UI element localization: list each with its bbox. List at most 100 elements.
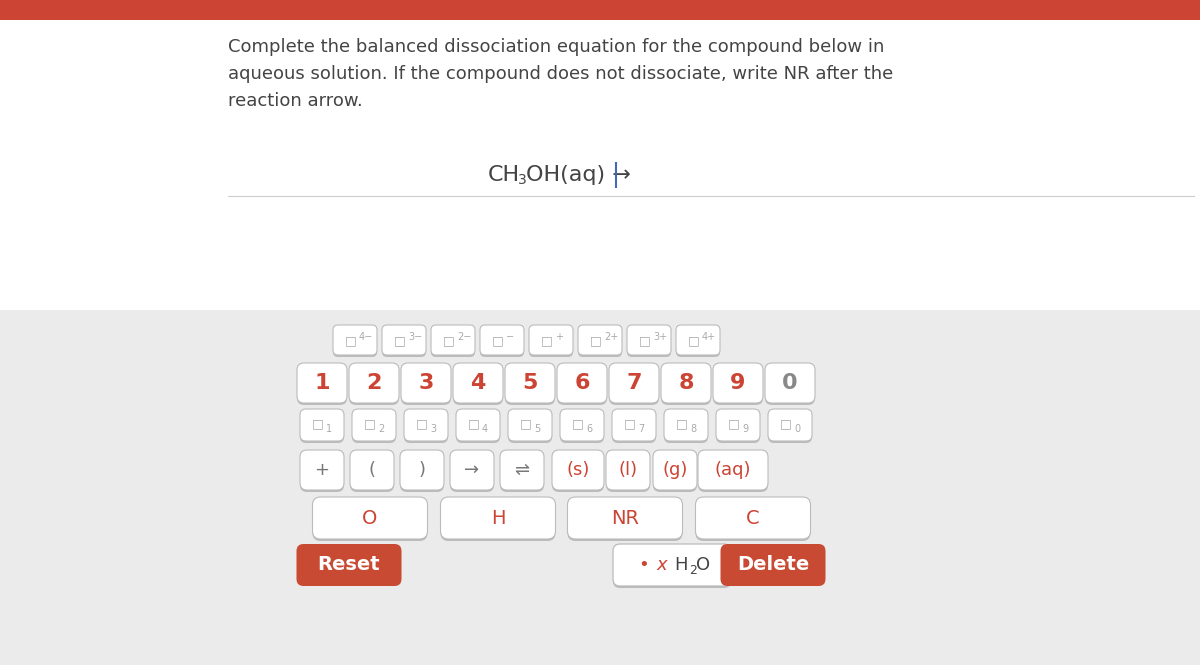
FancyBboxPatch shape [766, 365, 815, 405]
FancyBboxPatch shape [610, 363, 659, 403]
FancyBboxPatch shape [508, 411, 552, 443]
FancyBboxPatch shape [698, 452, 768, 492]
Text: 5: 5 [534, 424, 540, 434]
FancyBboxPatch shape [350, 452, 394, 492]
FancyBboxPatch shape [653, 450, 697, 490]
Text: (aq): (aq) [715, 461, 751, 479]
Text: Delete: Delete [737, 555, 809, 575]
Text: 2+: 2+ [604, 332, 618, 342]
FancyBboxPatch shape [454, 365, 503, 405]
Text: (g): (g) [662, 461, 688, 479]
FancyBboxPatch shape [382, 327, 426, 357]
FancyBboxPatch shape [500, 450, 544, 490]
FancyBboxPatch shape [578, 327, 622, 357]
Text: □: □ [640, 334, 650, 348]
FancyBboxPatch shape [349, 363, 398, 403]
FancyBboxPatch shape [456, 409, 500, 441]
FancyBboxPatch shape [628, 327, 671, 357]
Text: □: □ [416, 418, 428, 430]
FancyBboxPatch shape [676, 327, 720, 357]
Text: 3: 3 [419, 373, 433, 393]
FancyBboxPatch shape [450, 450, 494, 490]
Text: 1: 1 [314, 373, 330, 393]
Text: 3: 3 [518, 173, 527, 187]
FancyBboxPatch shape [606, 450, 650, 490]
Text: 4−: 4− [359, 332, 373, 342]
Text: 6: 6 [575, 373, 589, 393]
Text: 7: 7 [638, 424, 644, 434]
Text: □: □ [364, 418, 376, 430]
Text: OH(aq) →: OH(aq) → [526, 165, 631, 185]
Text: 5: 5 [522, 373, 538, 393]
FancyBboxPatch shape [713, 363, 763, 403]
Text: Reset: Reset [318, 555, 380, 575]
FancyBboxPatch shape [334, 327, 377, 357]
FancyBboxPatch shape [404, 409, 448, 441]
Text: NR: NR [611, 509, 640, 527]
FancyBboxPatch shape [352, 411, 396, 443]
FancyBboxPatch shape [560, 409, 604, 441]
FancyBboxPatch shape [505, 365, 554, 405]
Text: 3−: 3− [408, 332, 422, 342]
Text: 4: 4 [482, 424, 488, 434]
FancyBboxPatch shape [696, 497, 810, 539]
FancyBboxPatch shape [557, 365, 607, 405]
Text: +: + [314, 461, 330, 479]
FancyBboxPatch shape [552, 450, 604, 490]
FancyBboxPatch shape [578, 325, 622, 355]
Text: H: H [674, 556, 688, 574]
Text: □: □ [676, 418, 688, 430]
Text: 8: 8 [678, 373, 694, 393]
FancyBboxPatch shape [298, 365, 347, 405]
FancyBboxPatch shape [653, 452, 697, 492]
FancyBboxPatch shape [300, 450, 344, 490]
Text: (l): (l) [618, 461, 637, 479]
FancyBboxPatch shape [529, 325, 574, 355]
FancyBboxPatch shape [431, 327, 475, 357]
FancyBboxPatch shape [450, 452, 494, 492]
FancyBboxPatch shape [568, 499, 683, 541]
Text: □: □ [394, 334, 406, 348]
FancyBboxPatch shape [440, 499, 556, 541]
FancyBboxPatch shape [480, 325, 524, 355]
FancyBboxPatch shape [676, 325, 720, 355]
Text: 4+: 4+ [702, 332, 716, 342]
FancyBboxPatch shape [0, 0, 1200, 20]
FancyBboxPatch shape [296, 544, 402, 586]
Text: 1: 1 [326, 424, 332, 434]
FancyBboxPatch shape [401, 365, 451, 405]
FancyBboxPatch shape [766, 363, 815, 403]
FancyBboxPatch shape [298, 363, 347, 403]
FancyBboxPatch shape [440, 497, 556, 539]
Text: 3: 3 [430, 424, 436, 434]
FancyBboxPatch shape [716, 409, 760, 441]
FancyBboxPatch shape [698, 450, 768, 490]
FancyBboxPatch shape [610, 365, 659, 405]
Text: □: □ [541, 334, 553, 348]
FancyBboxPatch shape [400, 452, 444, 492]
Text: (: ( [368, 461, 376, 479]
FancyBboxPatch shape [0, 310, 1200, 665]
Text: +: + [554, 332, 563, 342]
Text: Complete the balanced dissociation equation for the compound below in
aqueous so: Complete the balanced dissociation equat… [228, 38, 893, 110]
FancyBboxPatch shape [382, 325, 426, 355]
Text: •: • [638, 556, 649, 574]
FancyBboxPatch shape [352, 409, 396, 441]
FancyBboxPatch shape [401, 363, 451, 403]
Text: □: □ [780, 418, 792, 430]
Text: □: □ [492, 334, 504, 348]
Text: C: C [746, 509, 760, 527]
Text: CH: CH [488, 165, 520, 185]
FancyBboxPatch shape [612, 409, 656, 441]
FancyBboxPatch shape [505, 363, 554, 403]
FancyBboxPatch shape [716, 411, 760, 443]
Text: (s): (s) [566, 461, 589, 479]
FancyBboxPatch shape [613, 546, 731, 588]
FancyBboxPatch shape [300, 409, 344, 441]
Text: 3+: 3+ [653, 332, 667, 342]
Text: ⇌: ⇌ [515, 461, 529, 479]
FancyBboxPatch shape [529, 327, 574, 357]
FancyBboxPatch shape [552, 452, 604, 492]
FancyBboxPatch shape [560, 411, 604, 443]
Text: H: H [491, 509, 505, 527]
